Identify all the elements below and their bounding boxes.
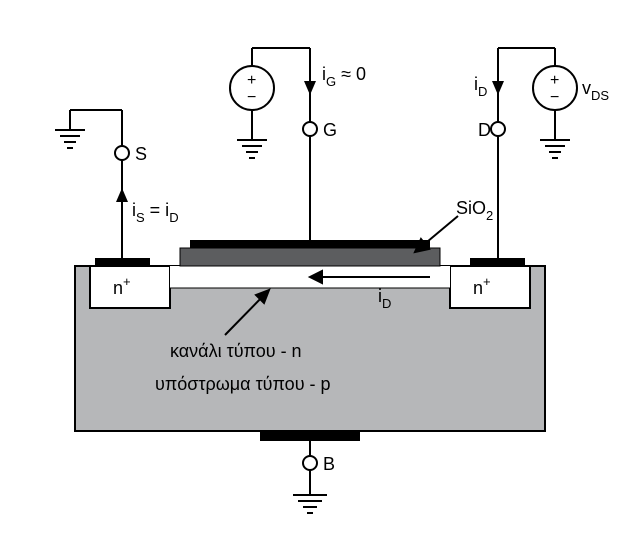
channel-text: κανάλι τύπου - n [170, 341, 302, 361]
nplus-sup-2: + [483, 274, 491, 289]
nplus-n-2: n [473, 278, 483, 298]
nplus-n-1: n [113, 278, 123, 298]
drain-contact [470, 258, 525, 266]
terminal-G: G [323, 120, 337, 140]
vds-sub: DS [591, 88, 609, 103]
sio2-text: SiO [456, 198, 486, 218]
source-wiring [70, 110, 122, 258]
vds-plus: + [550, 72, 559, 89]
source-contact [95, 258, 150, 266]
sio2-pointer [415, 216, 458, 252]
vgs-source: + − [230, 48, 274, 140]
vds-label: vDS [582, 78, 609, 103]
gate-oxide [180, 248, 440, 266]
gate-ground [237, 140, 267, 158]
body-contact [260, 431, 360, 441]
sio2-sub: 2 [486, 208, 493, 223]
body-node [303, 456, 317, 470]
substrate-text: υπόστρωμα τύπου - p [155, 374, 331, 394]
vds-minus: − [550, 89, 559, 106]
terminal-B: B [323, 454, 335, 474]
iD-top-label: iD [474, 74, 487, 99]
drain-node [491, 122, 505, 136]
iS-sub2: D [169, 210, 178, 225]
vds-source: + − [533, 48, 577, 140]
iS-mid: = i [145, 200, 170, 220]
vgs-plus: + [247, 72, 256, 89]
iG-sub: G [326, 74, 336, 89]
body-ground [293, 495, 327, 513]
iG-label: iG ≈ 0 [322, 64, 366, 89]
terminal-D: D [478, 120, 491, 140]
iD-arrowhead [492, 81, 504, 95]
vgs-minus: − [247, 89, 256, 106]
source-ground [55, 130, 85, 148]
source-node [115, 146, 129, 160]
iS-eq-iD: iS = iD [132, 200, 179, 225]
iG-approx: ≈ 0 [336, 64, 366, 84]
vds-v: v [582, 78, 591, 98]
iD-top-sub: D [478, 84, 487, 99]
iS-arrowhead [116, 188, 128, 202]
terminal-S: S [135, 144, 147, 164]
gate-node [303, 122, 317, 136]
drain-ground [540, 140, 570, 158]
gate-metal [190, 240, 430, 248]
iS-sub: S [136, 210, 145, 225]
mosfet-cross-section: n+ n+ iD κανάλι τύπου - n υπόστρωμα τύπο… [0, 0, 621, 545]
iG-arrowhead [304, 81, 316, 95]
nplus-sup-1: + [123, 274, 131, 289]
iD-ch-sub: D [382, 296, 391, 311]
sio2-label: SiO2 [456, 198, 493, 223]
